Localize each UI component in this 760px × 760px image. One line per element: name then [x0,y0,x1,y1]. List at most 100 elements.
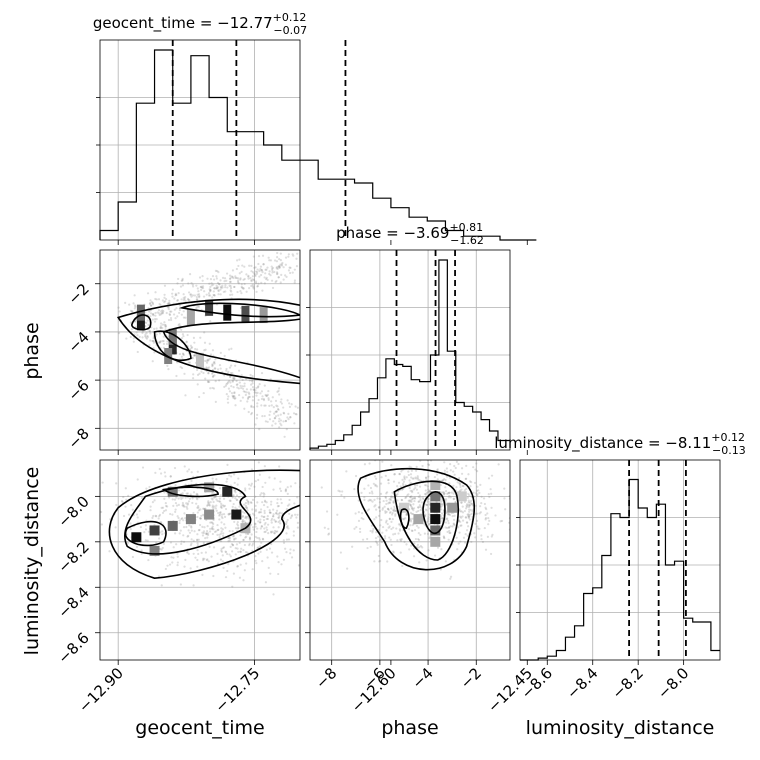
scatter-point [191,501,194,505]
scatter-point [296,252,299,255]
scatter-point [161,312,164,315]
scatter-point [470,540,473,544]
scatter-point [278,393,281,396]
scatter-point [399,538,402,541]
scatter-point [207,560,210,563]
scatter-point [255,530,258,534]
scatter-point [388,536,391,539]
scatter-point [282,517,285,520]
density-cell [149,525,160,536]
scatter-point [256,268,259,271]
scatter-point [275,509,279,512]
scatter-point [211,504,214,507]
density-cell [131,532,142,543]
scatter-point [221,554,224,557]
scatter-point [203,331,206,334]
scatter-point [132,302,135,305]
scatter-point [459,489,462,492]
scatter-point [165,311,168,315]
scatter-point [149,505,152,508]
scatter-point [211,364,214,367]
scatter-point [398,472,401,476]
scatter-point [467,501,470,504]
scatter-point [187,291,191,294]
scatter-point [288,402,291,405]
scatter-point [231,455,233,457]
scatter-point [275,512,278,515]
scatter-point [424,493,428,496]
scatter-point [118,310,121,313]
scatter-point [276,272,279,275]
scatter-point [232,396,235,400]
scatter-point [284,547,287,550]
scatter-point [236,386,239,389]
scatter-point [211,365,214,368]
scatter-point [383,505,386,508]
scatter-point [210,555,213,558]
scatter-point [345,470,348,473]
contour-line [124,483,252,555]
scatter-point [230,542,234,546]
scatter-point [379,482,383,485]
scatter-point [186,492,189,495]
scatter-point [196,558,199,562]
scatter-point [244,487,247,490]
scatter-point [234,404,237,407]
scatter-point [131,555,135,559]
scatter-point [220,502,223,505]
scatter-point [469,480,472,483]
scatter-point [366,546,369,550]
scatter-point [251,508,254,511]
scatter-point [232,276,235,280]
scatter-point [264,272,267,275]
scatter-point [236,547,239,550]
scatter-point [300,452,302,454]
scatter-point [339,546,341,548]
scatter-point [186,550,189,553]
scatter-point [321,465,323,467]
scatter-point [203,290,206,293]
scatter-point [295,264,299,268]
scatter-point [381,507,385,510]
density-cell [398,502,409,513]
scatter-point [209,501,212,504]
scatter-point [152,514,155,518]
scatter-point [216,269,219,273]
scatter-point [159,340,162,343]
scatter-point [245,517,248,520]
scatter-point [407,473,410,477]
scatter-point [226,463,229,466]
scatter-point [124,301,127,304]
scatter-point [216,562,220,565]
scatter-point [276,513,279,516]
scatter-point [234,497,237,500]
scatter-point [263,523,266,526]
scatter-point [191,283,194,286]
scatter-point [392,500,395,503]
scatter-point [261,537,264,540]
scatter-point [158,340,161,344]
scatter-point [445,511,448,515]
scatter-point [208,545,211,548]
scatter-point [264,521,267,525]
scatter-point [389,538,392,541]
scatter-point [193,530,196,533]
scatter-point [452,470,455,473]
scatter-point [421,496,424,499]
scatter-point [354,512,357,515]
scatter-point [254,495,257,498]
scatter-point [378,509,382,513]
scatter-point [218,497,221,500]
scatter-point [483,502,486,506]
scatter-point [285,428,288,431]
scatter-point [197,529,200,532]
scatter-point [247,396,250,399]
scatter-point [236,290,239,294]
scatter-point [263,511,266,515]
scatter-point [419,498,422,501]
scatter-point [468,503,471,507]
scatter-point [411,489,414,492]
scatter-point [417,506,420,509]
scatter-point [174,501,178,505]
scatter-point [196,348,199,351]
